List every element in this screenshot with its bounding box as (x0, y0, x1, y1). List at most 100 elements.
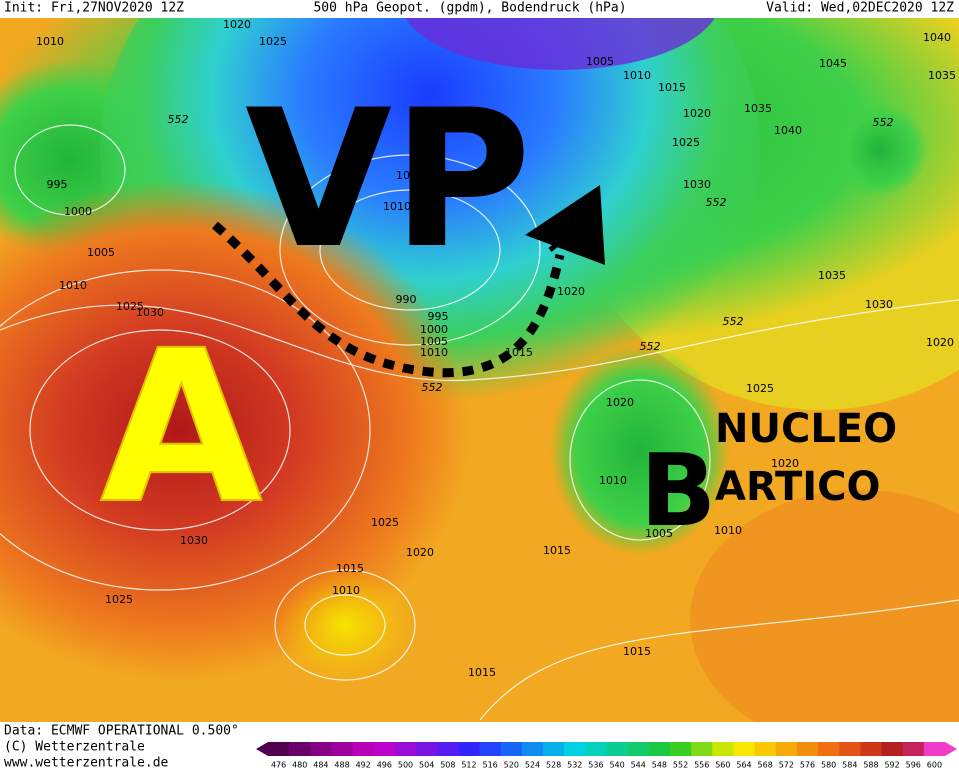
isobar-label: 1010 (714, 524, 742, 537)
isobar-label: 1030 (136, 306, 164, 319)
colorbar-tick-label: 476 (271, 761, 286, 770)
colorbar-tick-label: 584 (842, 761, 857, 770)
colorbar-tick-label: 592 (884, 761, 899, 770)
colorbar-swatch (373, 742, 396, 756)
isobar-label: 1015 (543, 544, 571, 557)
isobar-label: 1010 (383, 200, 411, 213)
colorbar-arrow-left (256, 742, 268, 756)
isobar-label: 1030 (180, 534, 208, 547)
colorbar-tick-label: 524 (525, 761, 540, 770)
isobar-label: 1015 (468, 666, 496, 679)
valid-text: Valid: Wed,02DEC2020 12Z (766, 1, 954, 16)
contour-label: 552 (168, 113, 189, 126)
colorbar-swatch (902, 742, 925, 756)
colorbar-tick-label: 560 (715, 761, 730, 770)
colorbar-swatch (627, 742, 650, 756)
colorbar-swatch (437, 742, 459, 756)
colorbar-swatch (606, 742, 629, 756)
colorbar-tick-label: 576 (800, 761, 815, 770)
colorbar-tick-label: 600 (927, 761, 942, 770)
colorbar-tick-label: 572 (779, 761, 794, 770)
isobar-label: 1005 (586, 55, 614, 68)
isobar-label: 1015 (505, 346, 533, 359)
colorbar-swatch (458, 742, 481, 756)
colorbar-swatch (268, 742, 290, 756)
vp-label: VP (245, 69, 531, 290)
colorbar: 476 480 484 488 492 496 500 504 508 512 516 520 524 5… (256, 742, 957, 770)
contour-label: 552 (706, 196, 727, 209)
colorbar-swatch (648, 742, 671, 756)
isobar-label: 1040 (774, 124, 802, 137)
header-bar (0, 0, 959, 18)
isobar-label: 1025 (672, 136, 700, 149)
colorbar-swatch (860, 742, 883, 756)
isobar-label: 1035 (928, 69, 956, 82)
isobar-label: 995 (47, 178, 68, 191)
isobar-label: 1020 (557, 285, 585, 298)
colorbar-swatch (839, 742, 861, 756)
colorbar-swatch (796, 742, 819, 756)
colorbar-swatch (923, 742, 946, 756)
copyright: (C) Wetterzentrale (4, 740, 145, 755)
colorbar-tick-label: 520 (504, 761, 519, 770)
data-source: Data: ECMWF OPERATIONAL 0.500° (4, 724, 239, 739)
colorbar-swatch (585, 742, 607, 756)
isobar-label: 1015 (623, 645, 651, 658)
low-label: B (640, 432, 716, 549)
isobar-label: 1010 (332, 584, 360, 597)
colorbar-swatch (564, 742, 586, 756)
colorbar-tick-label: 496 (377, 761, 392, 770)
colorbar-tick-label: 536 (588, 761, 603, 770)
isobar-label: 1020 (223, 18, 251, 31)
isobar-label: 1020 (606, 396, 634, 409)
isobar-label: 1035 (818, 269, 846, 282)
colorbar-tick-label: 508 (440, 761, 455, 770)
high-label: A (100, 305, 263, 550)
colorbar-swatch (479, 742, 502, 756)
isobar-label: 1035 (744, 102, 772, 115)
isobar-label: 1020 (771, 457, 799, 470)
artico-label: ARTICO (715, 464, 881, 510)
colorbar-tick-label: 492 (356, 761, 371, 770)
colorbar-swatch (818, 742, 840, 756)
isobar-label: 1010 (623, 69, 651, 82)
isobar-label: 1000 (420, 323, 448, 336)
colorbar-swatch (500, 742, 523, 756)
isobar-label: 995 (428, 310, 449, 323)
isobar-labels: 1010 1020 1025 1005 1010 1015 1020 1025 1030 1035… (36, 18, 956, 679)
colorbar-tick-label: 488 (334, 761, 349, 770)
colorbar-tick-label: 544 (631, 761, 646, 770)
isobar-label: 1020 (926, 336, 954, 349)
colorbar-swatch (543, 742, 565, 756)
colorbar-tick-label: 552 (673, 761, 688, 770)
isobar-label: 1005 (645, 527, 673, 540)
isobar-label: 1005 (87, 246, 115, 259)
colorbar-swatch (881, 742, 904, 756)
colorbar-swatch (331, 742, 354, 756)
colorbar-swatch (669, 742, 692, 756)
colorbar-tick-label: 528 (546, 761, 561, 770)
colorbar-tick-label: 500 (398, 761, 413, 770)
map-title: 500 hPa Geopot. (gpdm), Bodendruck (hPa) (313, 1, 626, 16)
website: www.wetterzentrale.de (4, 756, 169, 770)
colorbar-swatch (394, 742, 417, 756)
colorbar-swatch (521, 742, 544, 756)
isobar-label: 1025 (371, 516, 399, 529)
colorbar-tick-label: 556 (694, 761, 709, 770)
isobar-label: 1010 (420, 346, 448, 359)
colorbar-swatch (352, 742, 375, 756)
isobar-label: 1000 (64, 205, 92, 218)
colorbar-tick-label: 484 (313, 761, 328, 770)
colorbar-tick-label: 540 (609, 761, 624, 770)
colorbar-tick-label: 516 (483, 761, 498, 770)
colorbar-swatch (733, 742, 756, 756)
isobar-label: 1025 (105, 593, 133, 606)
isobar-label: 1010 (59, 279, 87, 292)
colorbar-tick-label: 580 (821, 761, 836, 770)
colorbar-tick-label: 548 (652, 761, 667, 770)
isobar-label: 1020 (406, 546, 434, 559)
map-field (0, 0, 959, 750)
colorbar-swatch (289, 742, 311, 756)
isobar-label: 1040 (923, 31, 951, 44)
isobar-label: 1045 (819, 57, 847, 70)
